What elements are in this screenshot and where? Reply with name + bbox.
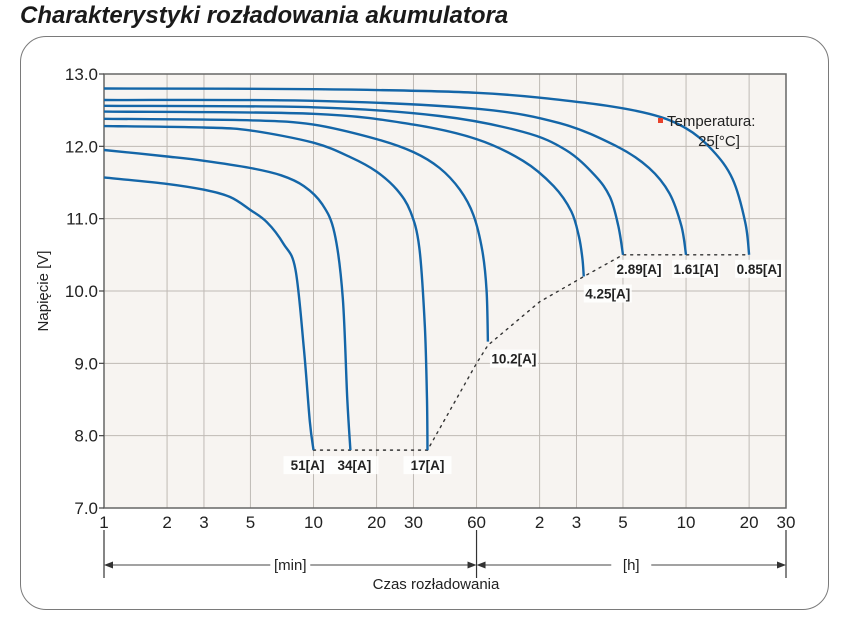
x-tick-label-min: 30: [404, 513, 423, 532]
temperature-value: 25[°C]: [698, 133, 740, 150]
arrow-head-right: [467, 561, 477, 569]
series-label-bg: [403, 456, 452, 475]
temperature-label: Temperatura:: [667, 113, 755, 130]
x-tick-label-min: 20: [367, 513, 386, 532]
x-tick-label-h: 3: [572, 513, 581, 532]
y-tick-label: 9.0: [74, 354, 98, 373]
x-tick-label-h: 5: [618, 513, 627, 532]
series-label: 4.25[A]: [585, 287, 630, 302]
discharge-curve: [103, 104, 625, 255]
arrow-head-right: [777, 561, 786, 569]
discharge-curve: [103, 176, 315, 451]
x-tick-label-min: 10: [304, 513, 323, 532]
arrow-head-left: [476, 561, 486, 569]
series-label-bg: [489, 349, 538, 368]
series-label-bg: [735, 259, 784, 278]
discharge-curve: [103, 117, 490, 342]
series-label: 51[A]: [291, 458, 325, 473]
series-label: 17[A]: [411, 458, 445, 473]
unit-label: [min]: [274, 557, 307, 574]
y-tick-label: 7.0: [74, 499, 98, 518]
discharge-curve: [103, 98, 688, 255]
x-tick-label-min: 60: [467, 513, 486, 532]
x-tick-label-h: 30: [777, 513, 796, 532]
temperature-marker: [658, 118, 663, 123]
series-label: 34[A]: [338, 458, 372, 473]
series-label: 10.2[A]: [491, 352, 536, 367]
x-tick-label-h: 10: [677, 513, 696, 532]
series-label: 2.89[A]: [616, 262, 661, 277]
discharge-curve: [103, 87, 751, 255]
series-label: 0.85[A]: [737, 262, 782, 277]
x-tick-label-min: 3: [199, 513, 208, 532]
x-tick-label-h: 20: [740, 513, 759, 532]
series-label: 1.61[A]: [674, 262, 719, 277]
x-tick-label-min: 2: [162, 513, 171, 532]
unit-label-bg: [270, 555, 311, 575]
y-tick-label: 12.0: [65, 137, 98, 156]
y-tick-label: 11.0: [66, 210, 98, 229]
discharge-curve: [103, 110, 585, 277]
x-tick-label-min: 5: [246, 513, 255, 532]
series-label-bg: [583, 284, 632, 303]
series-label-bg: [283, 456, 332, 475]
x-axis-label: Czas rozładowania: [373, 576, 500, 593]
chart-frame: [20, 36, 829, 610]
x-tick-label-h: 2: [535, 513, 544, 532]
y-tick-label: 8.0: [74, 427, 98, 446]
arrow-head-left: [104, 561, 113, 569]
y-tick-label: 10.0: [65, 282, 98, 301]
discharge-curve: [103, 148, 352, 451]
series-label-bg: [614, 259, 663, 278]
page-title: Charakterystyki rozładowania akumulatora: [20, 2, 509, 29]
x-tick-label-min: 1: [99, 513, 108, 532]
series-label-bg: [330, 456, 379, 475]
unit-label-bg: [611, 555, 652, 575]
unit-label: [h]: [623, 557, 640, 574]
y-axis-label: Napięcie [V]: [35, 251, 52, 332]
series-label-bg: [672, 259, 721, 278]
discharge-curve: [103, 124, 429, 451]
y-tick-label: 13.0: [65, 65, 98, 84]
